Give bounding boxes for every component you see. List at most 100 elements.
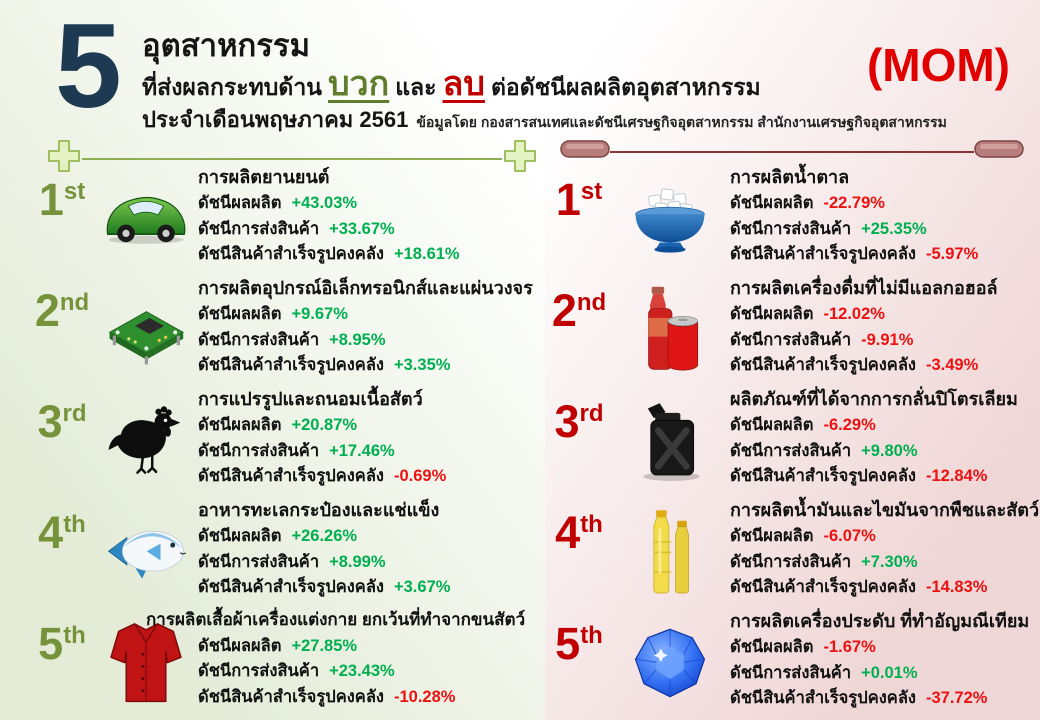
shipment-index-value: -9.91% (861, 330, 914, 349)
industry-row: 5th การผลิตเสื้อผ้าเครื่องแต่งกาย ยกเว้น… (30, 607, 545, 718)
gem-icon (610, 607, 730, 718)
production-index-row: ดัชนีผลผลิต -6.07% (730, 526, 1040, 547)
shipment-index-value: +9.80% (861, 441, 918, 460)
inventory-index-row: ดัชนีสินค้าสำเร็จรูปคงคลัง -3.49% (730, 355, 1040, 376)
sugar-bowl-icon (610, 163, 730, 274)
production-index-label: ดัชนีผลผลิต (730, 527, 814, 546)
industry-title: ผลิตภัณฑ์ที่ได้จากการกลั่นปิโตรเลียม (730, 389, 1018, 409)
industry-row: 2nd การผลิตอุปกรณ์อิเล็กทรอนิกส์และแผ่นว… (30, 274, 545, 385)
inventory-index-value: -14.83% (926, 578, 988, 597)
shipment-index-row: ดัชนีการส่งสินค้า +23.43% (198, 661, 545, 682)
industry-row: 1st การผลิตน้ำตาล ดัชนีผลผลิต -22.79% ดัช… (548, 163, 1040, 274)
industry-title: การผลิตเสื้อผ้าเครื่องแต่งกาย ยกเว้นที่ท… (146, 610, 526, 629)
title-line1: อุตสาหกรรม (142, 28, 311, 63)
inventory-index-row: ดัชนีสินค้าสำเร็จรูปคงคลัง +18.61% (198, 244, 545, 265)
industry-title: การผลิตยานยนต์ (198, 167, 330, 187)
production-index-value: -6.07% (823, 527, 876, 546)
inventory-index-value: -0.69% (394, 467, 447, 486)
industry-details: การผลิตเครื่องประดับ ที่ทำอัญมณีเทียม ดั… (730, 607, 1040, 718)
title-line2-prefix: ที่ส่งผลกระทบด้าน (142, 74, 322, 100)
inventory-index-value: -12.84% (926, 467, 988, 486)
big-number: 5 (55, 0, 122, 133)
shipment-index-row: ดัชนีการส่งสินค้า -9.91% (730, 330, 1040, 351)
inventory-index-row: ดัชนีสินค้าสำเร็จรูปคงคลัง -12.84% (730, 466, 1040, 487)
production-index-row: ดัชนีผลผลิต +20.87% (198, 415, 545, 436)
positive-column: 1st การผลิตยานยนต์ ดัชนีผลผลิต +43.03% ดั… (30, 163, 545, 718)
shipment-index-value: +25.35% (861, 219, 927, 238)
production-index-label: ดัชนีผลผลิต (198, 194, 282, 213)
inventory-index-row: ดัชนีสินค้าสำเร็จรูปคงคลัง -14.83% (730, 577, 1040, 598)
inventory-index-value: -3.49% (926, 356, 979, 375)
production-index-label: ดัชนีผลผลิต (198, 527, 282, 546)
rank-badge: 2nd (551, 285, 607, 336)
and-word: และ (395, 74, 437, 100)
negative-column: 1st การผลิตน้ำตาล ดัชนีผลผลิต -22.79% ดัช… (548, 163, 1040, 718)
shipment-index-label: ดัชนีการส่งสินค้า (730, 330, 852, 349)
divider-line (610, 150, 974, 153)
shipment-index-row: ดัชนีการส่งสินค้า +33.67% (198, 219, 545, 240)
production-index-value: +27.85% (291, 636, 358, 655)
shipment-index-value: +33.67% (329, 219, 395, 238)
production-index-value: -12.02% (823, 305, 885, 324)
production-index-value: +20.87% (291, 416, 358, 435)
inventory-index-value: -5.97% (926, 245, 979, 264)
rank-badge: 5th (555, 618, 603, 669)
production-index-row: ดัชนีผลผลิต -22.79% (730, 193, 1040, 214)
production-index-label: ดัชนีผลผลิต (730, 194, 814, 213)
shipment-index-value: +8.95% (329, 330, 386, 349)
shipment-index-label: ดัชนีการส่งสินค้า (198, 219, 320, 238)
production-index-label: ดัชนีผลผลิต (730, 638, 814, 657)
production-index-value: -1.67% (823, 638, 876, 657)
production-index-row: ดัชนีผลผลิต -12.02% (730, 304, 1040, 325)
industry-details: การผลิตอุปกรณ์อิเล็กทรอนิกส์และแผ่นวงจร … (198, 274, 545, 385)
soft-drink-icon (610, 274, 730, 385)
industry-row: 1st การผลิตยานยนต์ ดัชนีผลผลิต +43.03% ดั… (30, 163, 545, 274)
production-index-label: ดัชนีผลผลิต (198, 305, 282, 324)
circuit-board-icon (94, 274, 198, 385)
production-index-row: ดัชนีผลผลิต +43.03% (198, 193, 545, 214)
industry-details: ผลิตภัณฑ์ที่ได้จากการกลั่นปิโตรเลียม ดัช… (730, 385, 1040, 496)
industry-title: การผลิตเครื่องดื่มที่ไม่มีแอลกอฮอล์ (730, 278, 998, 298)
inventory-index-value: +18.61% (394, 245, 460, 264)
title-line2: ที่ส่งผลกระทบด้าน บวก และ ลบ ต่อดัชนีผลผลิตอ… (142, 56, 761, 110)
production-index-label: ดัชนีผลผลิต (730, 305, 814, 324)
shipment-index-label: ดัชนีการส่งสินค้า (730, 663, 852, 682)
rank-badge: 5th (38, 618, 86, 669)
industry-row: 2nd การผลิตเครื่องดื่มที่ไม่มีแอลกอฮอล์ … (548, 274, 1040, 385)
plus-icon (502, 138, 538, 179)
inventory-index-label: ดัชนีสินค้าสำเร็จรูปคงคลัง (198, 467, 384, 486)
oil-bottle-icon (610, 496, 730, 607)
inventory-index-label: ดัชนีสินค้าสำเร็จรูปคงคลัง (730, 356, 916, 375)
industry-title: การผลิตอุปกรณ์อิเล็กทรอนิกส์และแผ่นวงจร (198, 278, 533, 298)
inventory-index-row: ดัชนีสินค้าสำเร็จรูปคงคลัง -37.72% (730, 688, 1040, 709)
inventory-index-value: +3.35% (394, 356, 451, 375)
inventory-index-value: -37.72% (926, 689, 988, 708)
shipment-index-row: ดัชนีการส่งสินค้า +9.80% (730, 441, 1040, 462)
production-index-value: -6.29% (823, 416, 876, 435)
industry-details: การแปรรูปและถนอมเนื้อสัตว์ ดัชนีผลผลิต +2… (198, 385, 545, 496)
industry-title: การผลิตเครื่องประดับ ที่ทำอัญมณีเทียม (730, 611, 1030, 631)
shipment-index-value: +0.01% (861, 663, 918, 682)
positive-word: บวก (327, 65, 390, 103)
source-credit: ข้อมูลโดย กองสารสนเทศและดัชนีเศรษฐกิจอุต… (416, 114, 947, 130)
plus-divider (46, 138, 538, 179)
inventory-index-label: ดัชนีสินค้าสำเร็จรูปคงคลัง (730, 578, 916, 597)
shipment-index-label: ดัชนีการส่งสินค้า (730, 441, 852, 460)
inventory-index-label: ดัชนีสินค้าสำเร็จรูปคงคลัง (198, 245, 384, 264)
industry-details: อาหารทะเลกระป๋องและแช่แข็ง ดัชนีผลผลิต +2… (198, 496, 545, 607)
inventory-index-value: -10.28% (394, 687, 456, 706)
minus-icon (560, 140, 610, 163)
car-icon (94, 163, 198, 274)
production-index-row: ดัชนีผลผลิต +26.26% (198, 526, 545, 547)
inventory-index-label: ดัชนีสินค้าสำเร็จรูปคงคลัง (198, 356, 384, 375)
shipment-index-label: ดัชนีการส่งสินค้า (198, 552, 320, 571)
inventory-index-row: ดัชนีสินค้าสำเร็จรูปคงคลัง +3.35% (198, 355, 545, 376)
production-index-row: ดัชนีผลผลิต -6.29% (730, 415, 1040, 436)
shipment-index-label: ดัชนีการส่งสินค้า (198, 662, 320, 681)
fish-icon (94, 496, 198, 607)
rank-badge: 1st (38, 174, 86, 225)
rank-badge: 1st (555, 174, 603, 225)
divider-line (82, 157, 502, 160)
industry-details: การผลิตเสื้อผ้าเครื่องแต่งกาย ยกเว้นที่ท… (146, 607, 545, 718)
